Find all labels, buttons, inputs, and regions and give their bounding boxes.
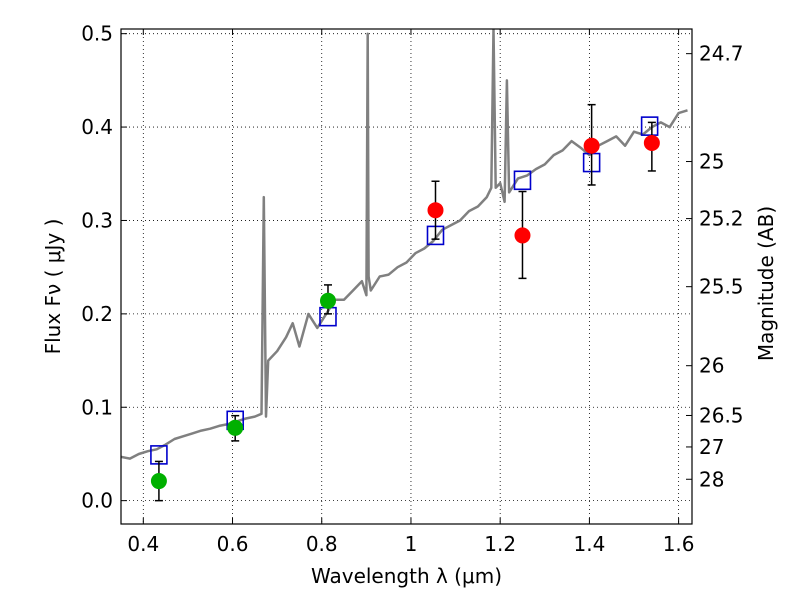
y-tick-label: 0.0	[81, 489, 113, 513]
observed-point	[583, 137, 600, 154]
plot-frame	[120, 28, 693, 525]
x-tick-label: 0.8	[306, 532, 338, 556]
y-right-tick-label: 25.2	[699, 207, 744, 231]
axis-ticks: 0.4 0.6 0.8 1 1.2 1.4 1.6 0.0 0.1 0.2 0.3 0.4 0.5 24.…	[81, 22, 743, 556]
observed-point	[319, 292, 336, 309]
y-right-tick-label: 25	[699, 150, 724, 174]
x-tick-label: 1	[405, 532, 418, 556]
plot-data	[121, 29, 688, 502]
y-right-tick-label: 26.5	[699, 403, 744, 427]
x-tick-label: 1.2	[484, 532, 516, 556]
x-tick-label: 1.4	[573, 532, 605, 556]
model-photometry-point	[513, 170, 532, 191]
y-tick-label: 0.2	[81, 302, 113, 326]
y-right-tick-label: 24.7	[699, 42, 744, 66]
x-tick-label: 1.6	[663, 532, 695, 556]
y-right-tick-label: 28	[699, 467, 724, 491]
y-right-tick-label: 25.5	[699, 275, 744, 299]
observed-point	[150, 473, 167, 490]
y-tick-label: 0.4	[81, 115, 113, 139]
y-tick-label: 0.1	[81, 395, 113, 419]
x-tick-label: 0.6	[217, 532, 249, 556]
observed-point	[643, 134, 660, 151]
y-right-tick-label: 26	[699, 354, 724, 378]
observed-point	[427, 202, 444, 219]
y-tick-label: 0.3	[81, 208, 113, 232]
y-axis-label: Flux Fν ( μJy )	[41, 219, 65, 355]
y-axis-right-label: Magnitude (AB)	[754, 206, 778, 361]
observed-point	[514, 227, 531, 244]
y-tick-label: 0.5	[81, 22, 113, 46]
x-axis-label: Wavelength λ (μm)	[311, 564, 502, 588]
x-tick-label: 0.4	[127, 532, 159, 556]
observed-point	[227, 419, 244, 436]
model-photometry-point	[640, 116, 659, 136]
y-right-tick-label: 27	[699, 435, 724, 459]
